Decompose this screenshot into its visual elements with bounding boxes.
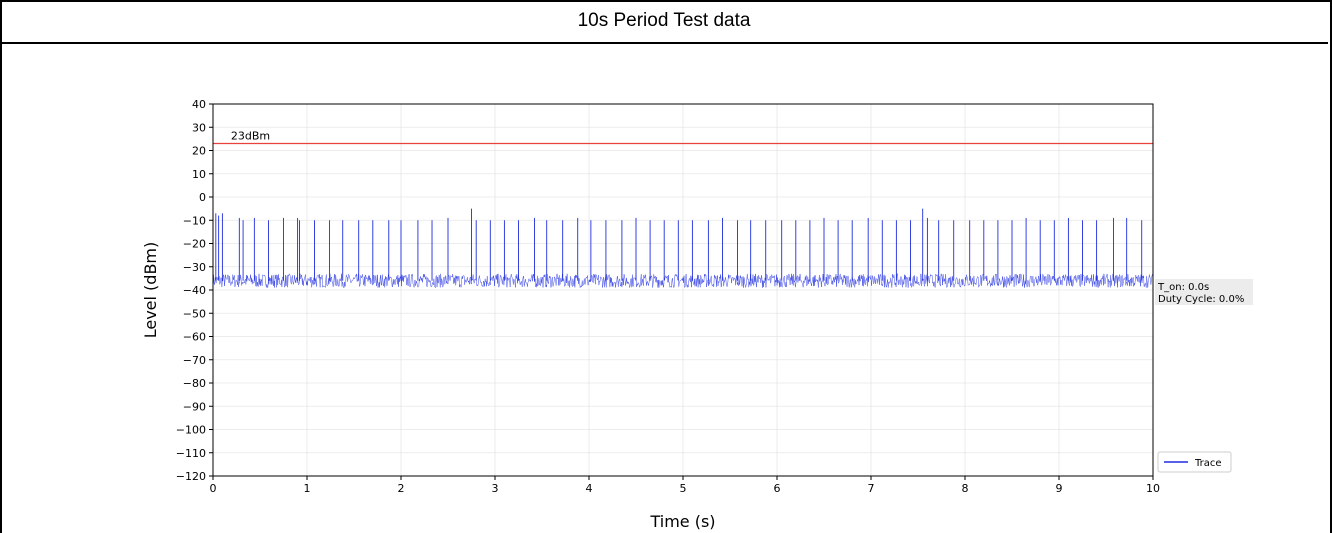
x-tick-label: 10 xyxy=(1146,482,1160,495)
threshold-layer: 23dBm xyxy=(213,130,1153,145)
x-tick-label: 9 xyxy=(1056,482,1063,495)
y-tick-label: 20 xyxy=(192,145,206,158)
trace-noise-floor xyxy=(212,272,1154,289)
y-tick-label: −30 xyxy=(183,261,206,274)
duty-cycle-annotation: T_on: 0.0s Duty Cycle: 0.0% xyxy=(1155,279,1253,305)
y-tick-label: −110 xyxy=(176,447,206,460)
x-tick-label: 1 xyxy=(304,482,311,495)
y-tick-label: 0 xyxy=(199,191,206,204)
y-tick-label: 30 xyxy=(192,121,206,134)
x-tick-label: 7 xyxy=(868,482,875,495)
x-tick-label: 5 xyxy=(680,482,687,495)
threshold-label: 23dBm xyxy=(231,130,270,143)
x-tick-label: 2 xyxy=(398,482,405,495)
x-tick-label: 8 xyxy=(962,482,969,495)
y-tick-label: −60 xyxy=(183,331,206,344)
y-tick-label: −20 xyxy=(183,238,206,251)
y-axis-label: Level (dBm) xyxy=(141,242,160,339)
annotation-background xyxy=(1155,279,1253,305)
grid xyxy=(212,103,1154,477)
y-tick-label: 40 xyxy=(192,98,206,111)
legend-box xyxy=(1157,451,1232,473)
x-tick-label: 4 xyxy=(586,482,593,495)
y-tick-label: −50 xyxy=(183,307,206,320)
annotation-duty-cycle: Duty Cycle: 0.0% xyxy=(1158,294,1244,305)
x-tick-label: 3 xyxy=(492,482,499,495)
y-tick-label: −70 xyxy=(183,354,206,367)
y-tick-label: −40 xyxy=(183,284,206,297)
y-tick-label: −90 xyxy=(183,400,206,413)
y-tick-label: 10 xyxy=(192,168,206,181)
y-tick-label: −10 xyxy=(183,214,206,227)
legend-label-trace: Trace xyxy=(1194,458,1222,469)
y-tick-label: −120 xyxy=(176,470,206,483)
legend: Trace xyxy=(1157,451,1232,473)
annotation-t-on: T_on: 0.0s xyxy=(1157,282,1209,293)
x-tick-label: 6 xyxy=(774,482,781,495)
trace-series xyxy=(212,208,1154,289)
y-tick-label: −80 xyxy=(183,377,206,390)
x-axis-label: Time (s) xyxy=(649,512,715,531)
ticks: 0 1 2 3 4 5 6 7 8 9 10 40 30 20 10 0 −10 −20 −30 −40 −50 −60 −… xyxy=(176,98,1160,495)
x-tick-label: 0 xyxy=(210,482,217,495)
y-tick-label: −100 xyxy=(176,424,206,437)
table-title: 10s Period Test data xyxy=(0,0,1328,44)
